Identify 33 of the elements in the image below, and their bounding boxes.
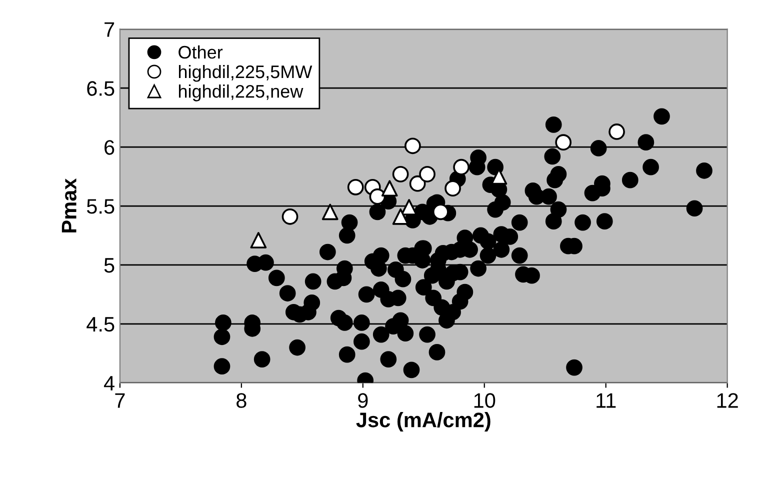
y-tick-label: 4 — [104, 376, 114, 390]
point — [392, 166, 409, 182]
legend-label: Other — [178, 45, 223, 59]
point — [555, 134, 572, 151]
y-tick-label: 4.5 — [86, 317, 114, 332]
point — [322, 204, 338, 220]
y-tick-label: 5.5 — [86, 199, 114, 214]
point — [369, 188, 386, 205]
y-tick-label: 7 — [104, 22, 114, 37]
x-tick-label: 8 — [236, 393, 246, 408]
y-tick-label: 6.5 — [87, 81, 114, 96]
x-tick-label: 9 — [358, 393, 368, 408]
x-tick-label: 11 — [596, 393, 616, 408]
x-tick-label: 12 — [717, 393, 738, 408]
x-axis-title: Jsc (mA/cm2) — [356, 412, 490, 432]
point — [444, 180, 461, 197]
point — [250, 232, 267, 248]
point — [608, 124, 625, 140]
legend-label: highdil,225,new — [178, 84, 304, 102]
y-tick-label: 5 — [104, 258, 114, 273]
legend-label: highdil,225,5MW — [178, 64, 312, 82]
y-tick-label: 6 — [104, 140, 114, 155]
point — [404, 138, 421, 154]
point — [453, 158, 470, 176]
point — [409, 175, 426, 192]
point — [419, 166, 436, 182]
x-tick-label: 7 — [115, 393, 125, 408]
x-tick-label: 10 — [474, 393, 496, 408]
point — [347, 178, 364, 196]
point — [282, 208, 298, 225]
point — [381, 180, 398, 197]
point — [432, 204, 449, 220]
y-axis-title: Pmax — [62, 178, 76, 232]
